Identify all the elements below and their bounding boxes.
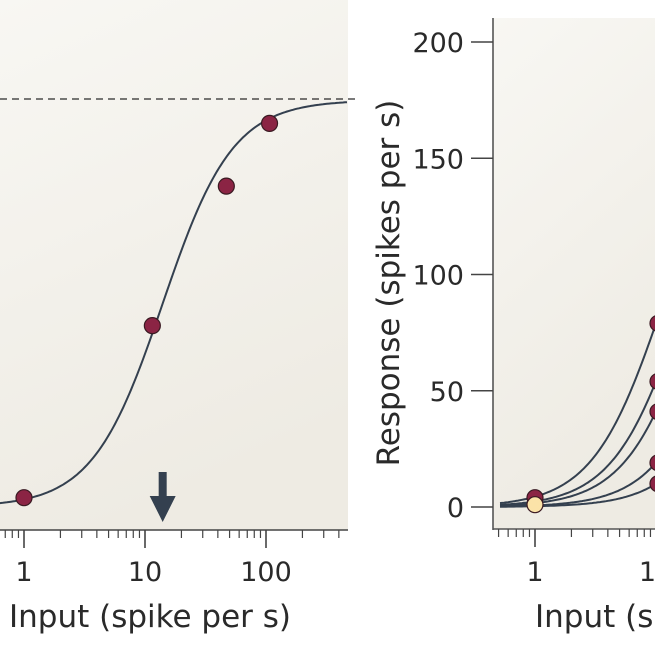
x-tick-label: 100: [240, 557, 292, 588]
data-point: [217, 177, 235, 195]
x-tick-label: 1: [526, 557, 543, 588]
y-tick-label: 50: [430, 377, 464, 408]
right-x-axis-label: Input (spike per s): [535, 599, 655, 635]
fit-curve: [499, 323, 655, 505]
arrow-marker: [149, 472, 176, 522]
data-point: [649, 403, 655, 420]
fit-curve: [499, 381, 655, 506]
fit-curve: [0, 101, 348, 505]
data-point: [260, 114, 279, 132]
data-point: [649, 475, 655, 492]
y-tick-label: 0: [447, 493, 464, 524]
data-point: [649, 454, 655, 471]
data-point: [15, 489, 33, 507]
x-tick-label: 10: [639, 557, 655, 588]
left-plot-area: [0, 0, 348, 530]
fit-curve: [499, 411, 655, 507]
y-tick-label: 200: [412, 28, 464, 59]
data-point: [649, 315, 655, 332]
data-point: [143, 317, 161, 335]
right-y-axis-label: Response (spikes per s): [371, 100, 407, 467]
y-tick-label: 150: [412, 144, 464, 175]
right-plot-area: [493, 18, 655, 529]
y-tick-label: 100: [412, 261, 464, 292]
x-tick-label: 10: [128, 557, 162, 588]
fit-curve: [500, 483, 655, 508]
data-point: [649, 373, 655, 390]
pale-data-point: [526, 496, 544, 514]
x-tick-label: 1: [15, 557, 32, 588]
left-x-axis-label: Input (spike per s): [9, 599, 291, 635]
